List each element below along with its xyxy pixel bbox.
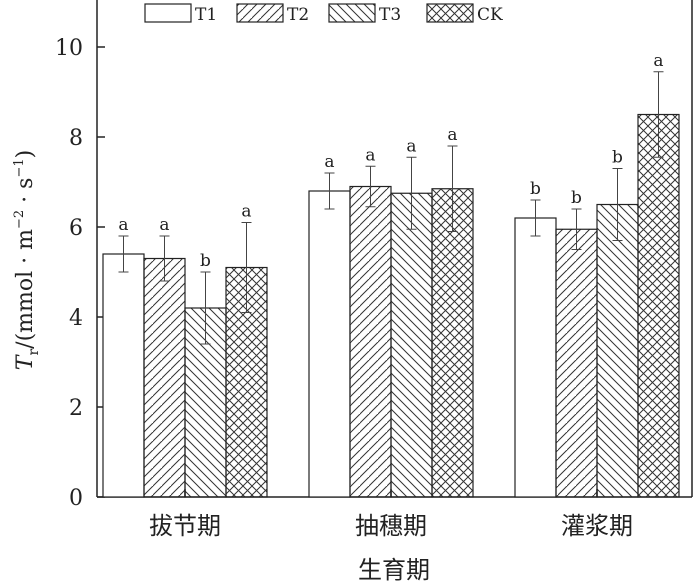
bar-t2 [349,185,392,498]
bar-t3 [596,203,639,498]
legend-swatch-t2 [236,3,284,23]
significance-label: b [571,188,582,208]
legend-label-ck: CK [477,5,503,25]
legend: T1 T2 T3 CK [144,3,503,25]
legend-label-t1: T1 [195,5,217,25]
significance-label: a [406,136,416,156]
significance-label: a [447,125,457,145]
legend-swatch-t3 [328,3,376,23]
significance-label: b [530,179,541,199]
significance-label: b [612,148,623,168]
x-axis-title: 生育期 [358,556,430,584]
bar-t1 [308,190,351,498]
legend-label-t3: T3 [379,5,401,25]
significance-label: b [200,251,211,271]
y-axis-subscript: r [26,349,42,356]
y-tick-label: 6 [69,216,83,241]
significance-label: a [365,145,375,165]
y-axis-close: ) [13,150,38,159]
bar-t1 [102,253,145,498]
bar-ck [637,113,680,498]
significance-label: a [324,152,334,172]
significance-label: a [159,215,169,235]
x-tick-labels: 拔节期 抽穗期 灌浆期 [149,489,633,540]
y-axis-title: Tr/(mmol · m−2 · s−1) [12,150,42,370]
bar-t2 [555,228,598,498]
bar-t1 [514,217,557,498]
x-tick-label: 灌浆期 [561,512,633,540]
y-tick-label: 0 [69,486,83,511]
y-axis-exp2: −1 [12,158,27,177]
x-tick-label: 拔节期 [149,512,221,540]
y-axis-unit-mid: · s [13,178,38,210]
legend-swatch-t1 [144,3,192,23]
bar-t3 [390,192,433,498]
bars: a a b a a a a a b b b a [102,51,680,498]
bar-t2 [143,257,186,498]
bar-ck [431,188,474,498]
y-axis-exp1: −2 [12,210,27,229]
y-axis-unit-open: /(mmol · m [13,229,38,349]
y-tick-label: 10 [55,36,83,61]
y-tick-label: 8 [69,126,83,151]
y-tick-label: 4 [69,306,83,331]
y-ticks: 0 2 4 6 8 10 [55,36,105,511]
significance-label: a [241,202,251,222]
x-tick-label: 抽穗期 [355,512,427,540]
legend-label-t2: T2 [287,5,309,25]
y-axis-symbol: T [13,353,38,370]
y-tick-label: 2 [69,396,83,421]
significance-label: a [118,215,128,235]
legend-swatch-ck [426,3,474,23]
significance-label: a [653,51,663,71]
